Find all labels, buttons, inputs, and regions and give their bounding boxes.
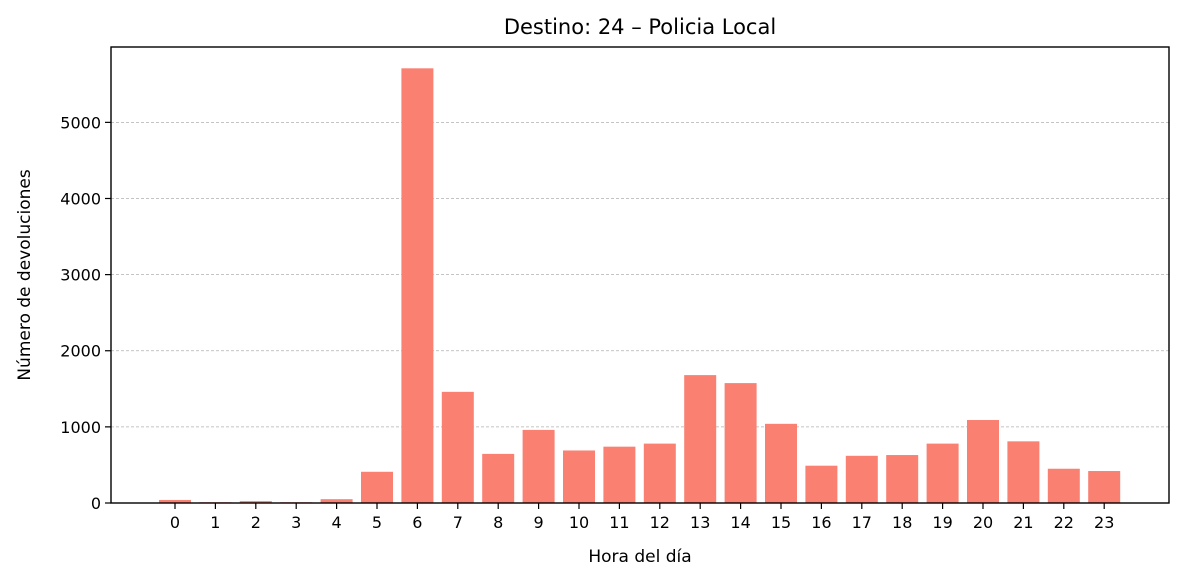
x-tick-label: 2 bbox=[251, 513, 261, 532]
x-tick-label: 20 bbox=[973, 513, 993, 532]
bars bbox=[159, 68, 1121, 504]
y-tick-label: 3000 bbox=[60, 266, 101, 285]
bar-hour-5 bbox=[361, 471, 393, 503]
x-tick-label: 3 bbox=[291, 513, 301, 532]
bar-hour-13 bbox=[684, 375, 717, 503]
bar-hour-12 bbox=[643, 443, 676, 503]
bar-hour-9 bbox=[522, 429, 555, 503]
x-tick-label: 16 bbox=[811, 513, 831, 532]
y-axis-label: Número de devoluciones bbox=[15, 169, 35, 380]
x-tick-label: 21 bbox=[1013, 513, 1033, 532]
bar-hour-4 bbox=[320, 499, 353, 503]
y-tick-label: 0 bbox=[91, 494, 101, 513]
bar-hour-7 bbox=[441, 391, 474, 503]
y-tick-label: 4000 bbox=[60, 189, 101, 208]
bar-hour-22 bbox=[1047, 468, 1080, 503]
x-tick-label: 7 bbox=[453, 513, 463, 532]
bar-hour-0 bbox=[159, 499, 191, 503]
bar-hour-20 bbox=[967, 420, 999, 503]
y-axis: 0 1000 2000 3000 4000 5000 bbox=[60, 113, 111, 513]
x-tick-label: 4 bbox=[332, 513, 342, 532]
x-tick-label: 6 bbox=[412, 513, 422, 532]
x-axis: 0 1 2 3 4 5 6 7 8 9 10 11 12 13 14 15 16 17 18 19 20 21 22 23 bbox=[170, 503, 1114, 532]
bar-hour-18 bbox=[886, 455, 919, 503]
x-tick-label: 0 bbox=[170, 513, 180, 532]
bar-hour-8 bbox=[482, 453, 515, 503]
chart-title: Destino: 24 – Policia Local bbox=[504, 15, 776, 39]
y-tick-label: 1000 bbox=[60, 418, 101, 437]
bar-hour-2 bbox=[239, 501, 272, 503]
bar-hour-6 bbox=[401, 68, 434, 504]
bar-hour-19 bbox=[926, 443, 959, 503]
x-tick-label: 13 bbox=[690, 513, 710, 532]
grid-lines bbox=[111, 121, 1169, 428]
x-tick-label: 15 bbox=[771, 513, 791, 532]
x-tick-label: 14 bbox=[730, 513, 750, 532]
x-tick-label: 10 bbox=[569, 513, 589, 532]
bar-hour-10 bbox=[563, 450, 595, 503]
x-tick-label: 1 bbox=[210, 513, 220, 532]
bar-hour-14 bbox=[724, 383, 757, 503]
x-tick-label: 5 bbox=[372, 513, 382, 532]
x-tick-label: 18 bbox=[892, 513, 912, 532]
x-tick-label: 12 bbox=[650, 513, 670, 532]
bar-hour-23 bbox=[1088, 471, 1121, 503]
x-tick-label: 9 bbox=[534, 513, 544, 532]
bar-hour-16 bbox=[805, 465, 838, 503]
x-axis-label: Hora del día bbox=[588, 547, 691, 567]
x-tick-label: 17 bbox=[852, 513, 872, 532]
plot-frame bbox=[110, 46, 1170, 504]
y-tick-label: 5000 bbox=[60, 113, 101, 132]
x-tick-label: 23 bbox=[1094, 513, 1114, 532]
bar-hour-11 bbox=[603, 446, 636, 503]
bar-hour-17 bbox=[845, 455, 878, 503]
y-tick-label: 2000 bbox=[60, 342, 101, 361]
x-tick-label: 8 bbox=[493, 513, 503, 532]
x-tick-label: 22 bbox=[1054, 513, 1074, 532]
bar-hour-15 bbox=[765, 423, 797, 503]
bar-hour-21 bbox=[1007, 441, 1040, 503]
x-tick-label: 11 bbox=[609, 513, 629, 532]
x-tick-label: 19 bbox=[932, 513, 952, 532]
